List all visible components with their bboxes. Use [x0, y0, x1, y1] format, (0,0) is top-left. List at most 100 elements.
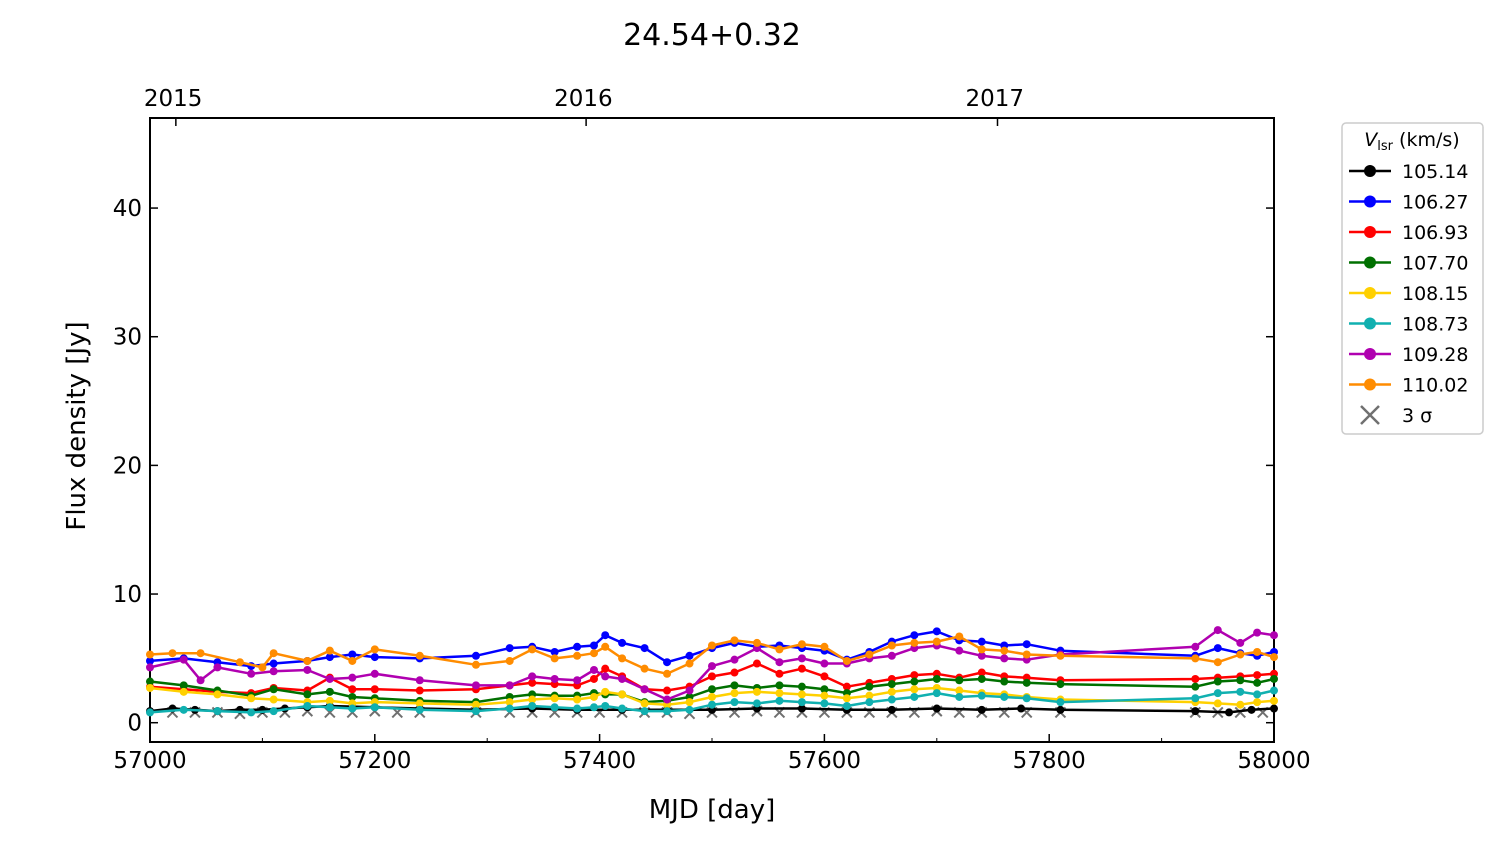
data-point: [618, 654, 627, 663]
data-point: [258, 663, 267, 672]
data-point: [573, 676, 582, 685]
data-point: [325, 674, 334, 683]
data-point: [1247, 705, 1256, 714]
data-point: [887, 687, 896, 696]
legend-item: 105.14: [1349, 161, 1468, 183]
data-point: [471, 651, 480, 660]
data-point: [247, 669, 256, 678]
data-point: [1191, 674, 1200, 683]
legend-item: 106.93: [1349, 222, 1468, 244]
data-point: [708, 662, 716, 671]
data-point: [415, 676, 424, 685]
data-point: [1270, 686, 1278, 695]
data-point: [589, 641, 598, 650]
data-point: [196, 676, 205, 685]
data-point: [1213, 658, 1222, 667]
data-point: [179, 655, 188, 664]
data-point: [977, 705, 986, 714]
data-point: [146, 683, 154, 692]
legend-label: 3 σ: [1402, 405, 1432, 427]
data-point: [471, 700, 480, 709]
series-110.02: [146, 632, 1278, 678]
data-point: [528, 695, 537, 704]
data-point: [325, 653, 334, 662]
data-point: [955, 646, 964, 655]
data-point: [146, 650, 154, 659]
legend-item: 3 σ: [1360, 405, 1432, 427]
data-point: [797, 654, 806, 663]
axes: 57000 57200 57400 57600 57800 58000 0 10 20 30 40 2…: [113, 86, 1311, 774]
data-point: [573, 695, 582, 704]
data-point: [247, 708, 256, 717]
data-point: [370, 703, 379, 712]
data-point: [1191, 682, 1200, 691]
data-point: [471, 707, 480, 716]
data-point: [730, 689, 739, 698]
data-point: [663, 707, 672, 716]
data-point: [775, 669, 784, 678]
data-point: [247, 694, 256, 703]
data-point: [752, 699, 761, 708]
x-tick-label: 58000: [1237, 748, 1310, 774]
data-point: [932, 674, 941, 683]
data-point: [303, 656, 312, 665]
top-year-label: 2015: [144, 86, 203, 112]
data-point: [910, 677, 919, 686]
data-point: [932, 704, 941, 713]
data-point: [955, 692, 964, 701]
data-point: [550, 694, 559, 703]
data-point: [601, 687, 610, 696]
data-point: [303, 665, 312, 674]
data-point: [303, 701, 312, 710]
data-point: [1253, 647, 1262, 656]
data-point: [842, 656, 851, 665]
data-point: [168, 649, 177, 658]
data-point: [348, 685, 357, 694]
data-point: [1213, 626, 1222, 635]
x-tick-label: 57800: [1013, 748, 1086, 774]
series-108.15: [146, 683, 1278, 709]
data-point: [179, 687, 188, 696]
data-point: [370, 669, 379, 678]
data-point: [640, 699, 649, 708]
x-tick-label: 57200: [338, 748, 411, 774]
y-axis-label: Flux density [Jy]: [62, 321, 92, 530]
data-point: [977, 668, 986, 677]
data-point: [213, 690, 222, 699]
data-point: [505, 681, 514, 690]
data-point: [235, 658, 244, 667]
data-point: [213, 663, 222, 672]
data-point: [820, 685, 829, 694]
legend-label: 106.93: [1402, 222, 1468, 244]
data-point: [269, 707, 278, 716]
data-point: [1270, 674, 1278, 683]
data-point: [1000, 677, 1009, 686]
data-point: [303, 690, 312, 699]
data-point: [348, 704, 357, 713]
data-point: [601, 664, 610, 673]
y-tick-label: 10: [113, 582, 142, 608]
data-point: [1056, 705, 1065, 714]
data-point: [550, 647, 559, 656]
data-point: [1000, 654, 1009, 663]
data-point: [842, 694, 851, 703]
data-point: [269, 685, 278, 694]
data-point: [1000, 646, 1009, 655]
data-point: [1191, 707, 1200, 716]
data-point: [601, 701, 610, 710]
data-point: [505, 698, 514, 707]
data-point: [887, 695, 896, 704]
data-point: [775, 689, 784, 698]
data-point: [955, 632, 964, 641]
data-point: [663, 658, 672, 667]
data-point: [730, 681, 739, 690]
data-point: [415, 651, 424, 660]
data-point: [663, 695, 672, 704]
data-point: [865, 682, 874, 691]
data-point: [528, 678, 537, 687]
data-point: [325, 687, 334, 696]
data-point: [820, 672, 829, 681]
legend-item: 108.73: [1349, 314, 1468, 336]
legend-item: 106.27: [1349, 192, 1468, 214]
data-point: [685, 705, 694, 714]
